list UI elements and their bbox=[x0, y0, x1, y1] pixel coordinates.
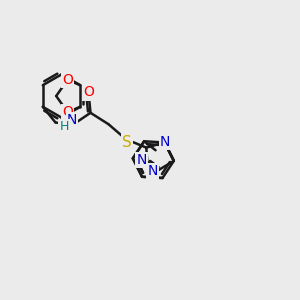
Text: O: O bbox=[84, 85, 94, 99]
Text: H: H bbox=[59, 120, 69, 134]
Text: O: O bbox=[62, 105, 73, 119]
Text: N: N bbox=[136, 153, 146, 167]
Text: N: N bbox=[160, 135, 170, 149]
Text: N: N bbox=[147, 164, 158, 178]
Text: N: N bbox=[160, 134, 170, 148]
Text: S: S bbox=[122, 135, 132, 150]
Text: O: O bbox=[62, 73, 73, 87]
Text: N: N bbox=[67, 113, 77, 127]
